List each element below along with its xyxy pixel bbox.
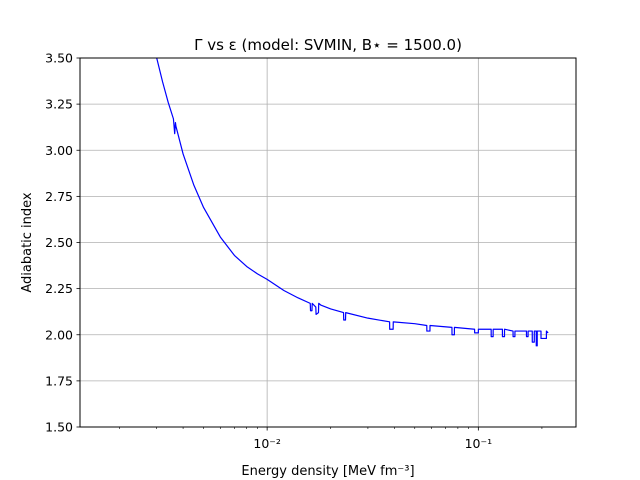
axis-ticks: 1.50 1.75 2.00 2.25 2.50 2.75 3.00 3.25 3.50 10⁻²… [45, 51, 543, 451]
y-tick-label: 3.25 [45, 97, 73, 112]
y-axis-label: Adiabatic index [20, 192, 35, 293]
y-tick-label: 2.25 [45, 281, 73, 296]
x-tick-label: 10⁻¹ [465, 436, 493, 451]
y-tick-label: 2.50 [45, 235, 73, 250]
y-tick-label: 3.50 [45, 51, 73, 66]
y-tick-label: 3.00 [45, 143, 73, 158]
x-axis-label: Energy density [MeV fm⁻³] [241, 464, 414, 479]
plot-data [156, 58, 549, 347]
chart-title: Γ vs ε (model: SVMIN, B⋆ = 1500.0) [194, 36, 462, 54]
y-tick-label: 2.75 [45, 189, 73, 204]
y-tick-label: 2.00 [45, 327, 73, 342]
series-line [156, 58, 549, 347]
y-tick-label: 1.75 [45, 373, 73, 388]
y-tick-label: 1.50 [45, 420, 73, 435]
x-tick-label: 10⁻² [253, 436, 281, 451]
